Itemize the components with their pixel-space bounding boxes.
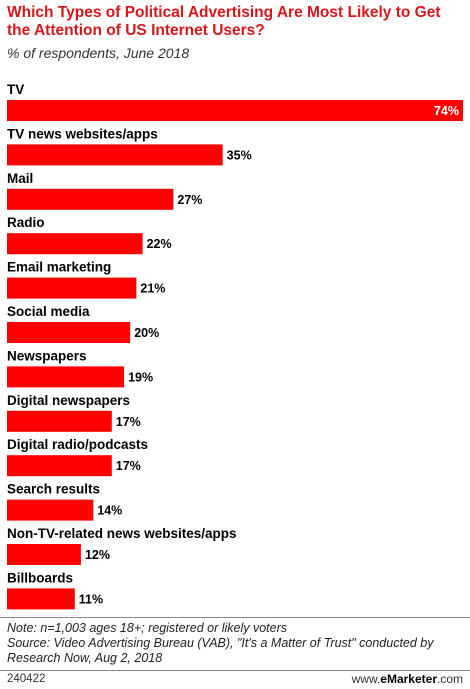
category-label: Radio: [7, 215, 45, 230]
category-label: Mail: [7, 171, 33, 186]
bar: [7, 499, 94, 521]
bottom-divider: [0, 670, 470, 671]
bar: [7, 277, 137, 299]
data-label: 22%: [147, 237, 172, 251]
category-label: Search results: [7, 482, 100, 497]
bar: [7, 455, 112, 477]
data-label: 74%: [434, 104, 459, 118]
chart-notes: Note: n=1,003 ages 18+; registered or li…: [7, 621, 463, 666]
brand-prefix: www.: [351, 672, 381, 686]
bar: [7, 233, 143, 255]
data-label: 11%: [79, 592, 103, 606]
footer-divider: [0, 617, 470, 618]
brand-link[interactable]: www.eMarketer.com: [352, 672, 463, 686]
brand-name: eMarketer: [380, 672, 437, 686]
chart-title: Which Types of Political Advertising Are…: [7, 4, 441, 39]
category-label: Digital newspapers: [7, 393, 130, 408]
note-text: Note: n=1,003 ages 18+; registered or li…: [7, 621, 288, 635]
bar: [7, 144, 223, 166]
data-label: 27%: [177, 193, 202, 207]
bar: [7, 188, 174, 210]
bar: [7, 366, 125, 388]
chart-id: 240422: [7, 673, 46, 685]
category-label: Non-TV-related news websites/apps: [7, 526, 237, 541]
category-label: Social media: [7, 304, 90, 319]
bar-chart: TV 74% TV news websites/apps 35% Mail 27% Radi…: [7, 82, 463, 610]
category-label: Email marketing: [7, 260, 111, 275]
category-label: Newspapers: [7, 348, 87, 363]
data-label: 17%: [116, 415, 141, 429]
data-label: 17%: [116, 459, 141, 473]
category-label: Billboards: [7, 570, 73, 585]
chart-subtitle: % of respondents, June 2018: [7, 45, 190, 61]
brand-suffix: .com: [436, 672, 463, 686]
bar: [7, 544, 81, 565]
data-label: 12%: [85, 548, 110, 562]
bar: [7, 322, 131, 343]
bar: [7, 410, 112, 432]
data-label: 35%: [227, 148, 252, 162]
source-text: Source: Video Advertising Bureau (VAB), …: [7, 636, 434, 665]
data-label: 20%: [134, 326, 159, 340]
bar: [7, 100, 463, 121]
category-label: TV: [7, 82, 24, 97]
bar: [7, 588, 75, 610]
data-label: 14%: [97, 504, 122, 518]
data-label: 21%: [140, 282, 165, 296]
data-label: 19%: [128, 370, 153, 384]
category-label: TV news websites/apps: [7, 126, 158, 141]
category-label: Digital radio/podcasts: [7, 437, 148, 452]
